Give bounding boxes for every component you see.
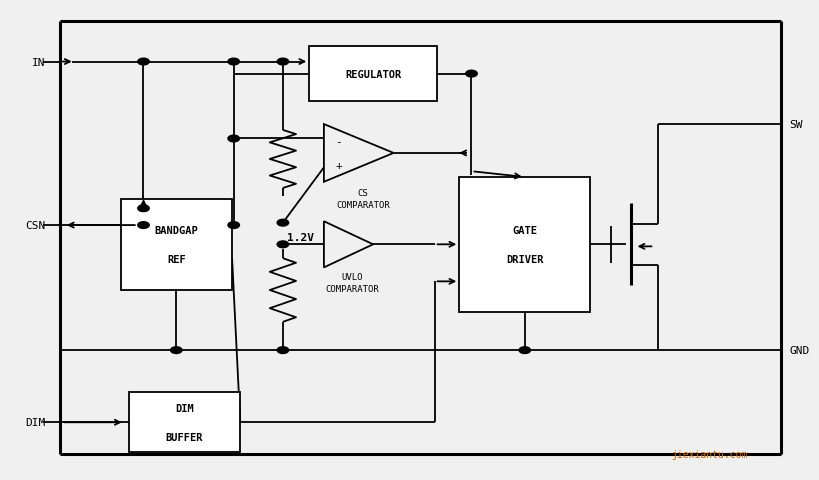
Text: SW: SW	[789, 120, 802, 130]
Circle shape	[138, 222, 149, 229]
Text: DIM: DIM	[25, 418, 45, 427]
Text: REF: REF	[167, 254, 185, 264]
Text: 1.2V: 1.2V	[287, 233, 314, 242]
FancyBboxPatch shape	[120, 199, 232, 290]
Text: REGULATOR: REGULATOR	[345, 70, 400, 79]
Text: jiexiantu.com: jiexiantu.com	[670, 449, 747, 458]
Text: CS: CS	[357, 189, 368, 197]
Circle shape	[277, 220, 288, 227]
Text: GATE: GATE	[512, 226, 536, 235]
Circle shape	[228, 136, 239, 143]
Text: IN: IN	[32, 58, 45, 67]
Text: UVLO: UVLO	[342, 272, 363, 281]
Circle shape	[170, 347, 182, 354]
Circle shape	[277, 347, 288, 354]
Text: BUFFER: BUFFER	[165, 432, 203, 442]
Text: DIM: DIM	[175, 403, 193, 413]
Text: -: -	[335, 136, 342, 146]
Text: BANDGAP: BANDGAP	[154, 226, 198, 235]
FancyBboxPatch shape	[309, 47, 437, 102]
Text: DRIVER: DRIVER	[505, 254, 543, 264]
Circle shape	[277, 241, 288, 248]
Circle shape	[518, 347, 530, 354]
FancyBboxPatch shape	[129, 393, 240, 452]
Text: COMPARATOR: COMPARATOR	[325, 285, 379, 293]
Circle shape	[228, 222, 239, 229]
Text: +: +	[335, 161, 342, 171]
Circle shape	[465, 71, 477, 78]
Circle shape	[277, 59, 288, 66]
Text: GND: GND	[789, 346, 809, 355]
Circle shape	[228, 59, 239, 66]
Text: CSN: CSN	[25, 221, 45, 230]
Circle shape	[138, 205, 149, 212]
Circle shape	[138, 59, 149, 66]
FancyBboxPatch shape	[459, 178, 590, 312]
Text: COMPARATOR: COMPARATOR	[336, 201, 389, 210]
